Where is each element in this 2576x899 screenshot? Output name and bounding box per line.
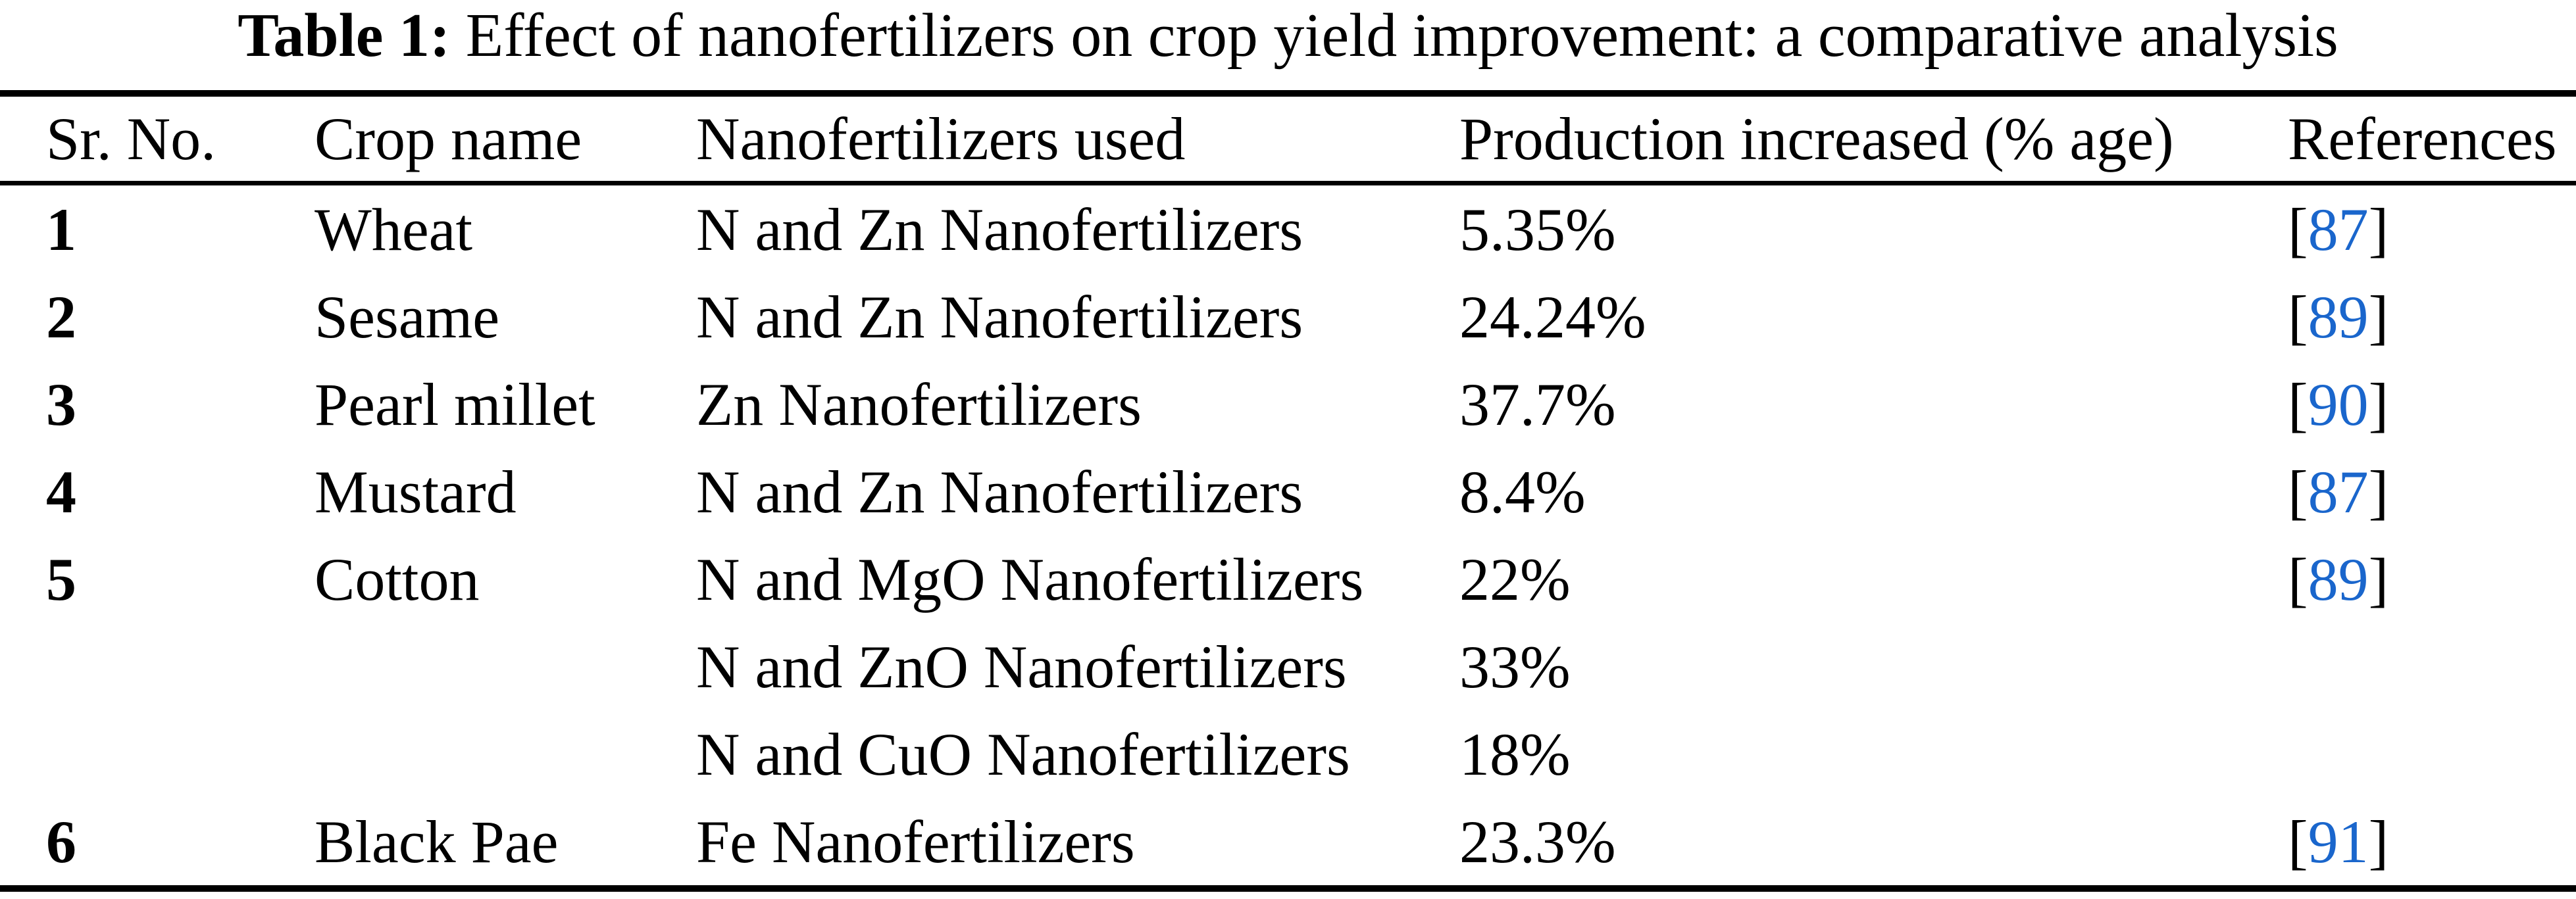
citation-bracket-close: ] (2368, 195, 2389, 263)
cell-production: 22% (1459, 545, 1571, 613)
cell-production: 18% (1459, 720, 1571, 788)
cell-nanofertilizers: N and Zn Nanofertilizers (696, 458, 1303, 525)
citation-bracket-open: [ (2288, 458, 2308, 525)
header-row: Sr. No. Crop name Nanofertilizers used P… (0, 93, 2576, 185)
cell-sr-no: 2 (46, 283, 76, 351)
column-header-production-increased: Production increased (% age) (1459, 93, 2288, 185)
cell-crop-name: Sesame (315, 283, 500, 351)
table-row: 3 Pearl millet Zn Nanofertilizers 37.7% … (0, 360, 2576, 448)
cell-references: [90] (2288, 360, 2576, 448)
table-row: 4 Mustard N and Zn Nanofertilizers 8.4% … (0, 448, 2576, 535)
citation-bracket-open: [ (2288, 283, 2308, 351)
cell-production: 8.4% (1459, 458, 1586, 525)
citation-link[interactable]: 89 (2308, 545, 2369, 613)
cell-sr-no (0, 623, 315, 710)
cell-sr-no: 6 (46, 808, 76, 875)
citation-link[interactable]: 90 (2308, 370, 2369, 438)
cell-nanofertilizers: Fe Nanofertilizers (696, 808, 1135, 875)
cell-production: 23.3% (1459, 808, 1616, 875)
citation-bracket-close: ] (2368, 808, 2389, 875)
cell-references: [91] (2288, 798, 2576, 888)
cell-sr-no (0, 710, 315, 798)
cell-crop-name: Black Pae (315, 808, 559, 875)
citation-link[interactable]: 87 (2308, 458, 2369, 525)
table-caption: Table 1: Effect of nanofertilizers on cr… (0, 1, 2576, 70)
cell-sr-no: 5 (46, 545, 76, 613)
cell-crop-name: Wheat (315, 195, 473, 263)
cell-references: [87] (2288, 448, 2576, 535)
column-header-crop-name: Crop name (315, 93, 696, 185)
cell-sr-no: 4 (46, 458, 76, 525)
cell-crop-name: Pearl millet (315, 370, 595, 438)
cell-nanofertilizers: N and MgO Nanofertilizers (696, 545, 1364, 613)
citation-bracket-close: ] (2368, 283, 2389, 351)
cell-production: 5.35% (1459, 195, 1616, 263)
cell-crop-name (315, 710, 696, 798)
table-row: N and ZnO Nanofertilizers 33% (0, 623, 2576, 710)
cell-nanofertilizers: N and CuO Nanofertilizers (696, 720, 1350, 788)
citation-link[interactable]: 89 (2308, 283, 2369, 351)
citation-bracket-close: ] (2368, 370, 2389, 438)
cell-crop-name (315, 623, 696, 710)
caption-label: Table 1: (238, 1, 451, 70)
cell-production: 24.24% (1459, 283, 1646, 351)
citation-bracket-open: [ (2288, 545, 2308, 613)
cell-sr-no: 1 (46, 195, 76, 263)
table-row: 5 Cotton N and MgO Nanofertilizers 22% [… (0, 535, 2576, 623)
nanofertilizer-table: Sr. No. Crop name Nanofertilizers used P… (0, 90, 2576, 892)
cell-nanofertilizers: N and Zn Nanofertilizers (696, 283, 1303, 351)
table-row: 2 Sesame N and Zn Nanofertilizers 24.24%… (0, 273, 2576, 360)
cell-crop-name: Cotton (315, 545, 480, 613)
citation-bracket-open: [ (2288, 370, 2308, 438)
cell-references (2288, 623, 2576, 710)
citation-link[interactable]: 91 (2308, 808, 2369, 875)
column-header-references: References (2288, 93, 2576, 185)
cell-sr-no: 3 (46, 370, 76, 438)
cell-production: 33% (1459, 633, 1571, 700)
citation-bracket-close: ] (2368, 458, 2389, 525)
cell-references: [89] (2288, 273, 2576, 360)
citation-bracket-open: [ (2288, 195, 2308, 263)
cell-references: [87] (2288, 183, 2576, 274)
cell-references (2288, 710, 2576, 798)
column-header-nanofertilizers-used: Nanofertilizers used (696, 93, 1459, 185)
cell-crop-name: Mustard (315, 458, 517, 525)
column-header-sr-no: Sr. No. (0, 93, 315, 185)
citation-bracket-close: ] (2368, 545, 2389, 613)
table-row: 6 Black Pae Fe Nanofertilizers 23.3% [91… (0, 798, 2576, 888)
caption-text: Effect of nanofertilizers on crop yield … (450, 1, 2338, 70)
cell-nanofertilizers: N and Zn Nanofertilizers (696, 195, 1303, 263)
cell-production: 37.7% (1459, 370, 1616, 438)
cell-nanofertilizers: N and ZnO Nanofertilizers (696, 633, 1347, 700)
citation-bracket-open: [ (2288, 808, 2308, 875)
table-row: 1 Wheat N and Zn Nanofertilizers 5.35% [… (0, 183, 2576, 274)
cell-nanofertilizers: Zn Nanofertilizers (696, 370, 1142, 438)
cell-references: [89] (2288, 535, 2576, 623)
citation-link[interactable]: 87 (2308, 195, 2369, 263)
table-row: N and CuO Nanofertilizers 18% (0, 710, 2576, 798)
